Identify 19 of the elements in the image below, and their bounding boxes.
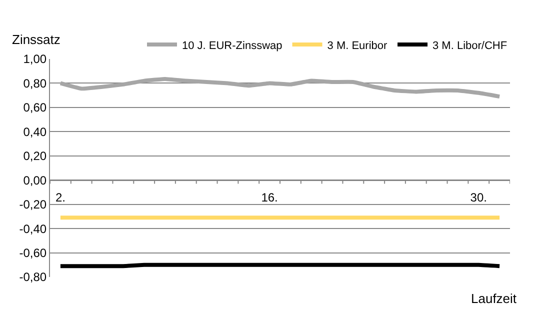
y-tick-label: -0,60	[19, 246, 47, 260]
y-tick-label: 0,00	[23, 173, 47, 188]
y-tick-label: -0,80	[19, 270, 47, 284]
x-tick-label: 2.	[55, 190, 66, 205]
y-tick-label: 1,00	[23, 52, 47, 66]
line-series	[58, 76, 502, 99]
y-tick-label: 0,80	[23, 76, 47, 90]
x-axis-title: Laufzeit	[471, 291, 517, 306]
x-tick-label: 30.	[470, 190, 487, 205]
y-axis-title: Zinssatz	[12, 32, 60, 47]
y-tick-label: 0,40	[23, 124, 47, 139]
legend-label: 3 M. Euribor	[327, 40, 388, 52]
y-tick-label: 0,20	[23, 149, 47, 164]
y-tick-label: 0,60	[23, 100, 47, 115]
x-tick-label: 16.	[261, 190, 278, 205]
legend-label: 3 M. Libor/CHF	[432, 40, 508, 52]
legend-label: 10 J. EUR-Zinsswap	[182, 40, 282, 52]
y-tick-label: -0,40	[19, 222, 47, 236]
y-tick-label: -0,20	[19, 198, 47, 212]
